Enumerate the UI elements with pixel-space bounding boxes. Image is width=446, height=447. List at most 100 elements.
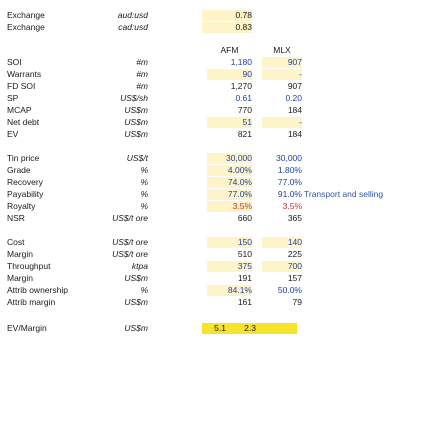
afm-value[interactable]: 4.00% bbox=[207, 165, 252, 176]
mlx-value[interactable]: 365 bbox=[287, 213, 302, 223]
afm-value[interactable]: 5.1 bbox=[214, 323, 226, 333]
mlx-value[interactable]: 700 bbox=[262, 261, 302, 272]
afm-value[interactable]: 660 bbox=[237, 213, 252, 223]
table-row[interactable]: Net debt US$m 51 - bbox=[0, 117, 446, 128]
afm-value[interactable]: 1,180 bbox=[230, 57, 252, 67]
mlx-value[interactable]: 157 bbox=[287, 273, 302, 283]
table-row[interactable]: Attrib margin US$m 161 79 bbox=[0, 297, 446, 308]
afm-value[interactable]: 3.5% bbox=[207, 201, 252, 212]
table-row[interactable]: SP US$/sh 0.61 0.20 bbox=[0, 93, 446, 104]
mlx-value[interactable]: 225 bbox=[287, 249, 302, 259]
row-unit: % bbox=[140, 189, 148, 199]
row-unit: % bbox=[140, 165, 148, 175]
afm-value[interactable]: 150 bbox=[207, 237, 252, 248]
row-label: MCAP bbox=[7, 105, 32, 115]
row-label: Tin price bbox=[7, 153, 40, 163]
table-row[interactable]: Throughput ktpa 375 700 bbox=[0, 261, 446, 272]
table-row[interactable]: MCAP US$m 770 184 bbox=[0, 105, 446, 116]
table-row[interactable]: Recovery % 74.0% 77.0% bbox=[0, 177, 446, 188]
mlx-value[interactable]: 184 bbox=[287, 105, 302, 115]
row-label: Exchange bbox=[7, 10, 45, 20]
row-unit: cad:usd bbox=[118, 22, 148, 32]
mlx-value[interactable]: 2.3 bbox=[244, 323, 256, 333]
row-label: Exchange bbox=[7, 22, 45, 32]
row-label: Attrib ownership bbox=[7, 285, 68, 295]
mlx-value[interactable]: 91.0% bbox=[277, 189, 302, 199]
row-unit: #m bbox=[136, 57, 148, 67]
row-label: Net debt bbox=[7, 117, 40, 127]
row-label: Margin bbox=[7, 249, 33, 259]
row-unit: ktpa bbox=[131, 261, 148, 271]
mlx-value[interactable]: 907 bbox=[262, 57, 302, 68]
afm-value[interactable]: 375 bbox=[207, 261, 252, 272]
table-row[interactable]: Cost US$/t ore 150 140 bbox=[0, 237, 446, 248]
ev-margin-highlight bbox=[202, 323, 297, 334]
table-row[interactable]: Margin US$/t ore 510 225 bbox=[0, 249, 446, 260]
ev-margin-row[interactable]: EV/Margin US$m 5.1 2.3 bbox=[0, 323, 446, 334]
table-row[interactable]: Royalty % 3.5% 3.5% bbox=[0, 201, 446, 212]
row-label: SOI bbox=[7, 57, 22, 67]
row-label: EV bbox=[7, 129, 19, 139]
row-unit: US$/t ore bbox=[112, 249, 148, 259]
table-row[interactable]: Payability % 77.0% 91.0% Transport and s… bbox=[0, 189, 446, 200]
row-unit: % bbox=[140, 285, 148, 295]
mlx-value[interactable]: 0.20 bbox=[285, 93, 302, 103]
afm-value[interactable]: 0.61 bbox=[235, 93, 252, 103]
afm-value[interactable]: 30,000 bbox=[207, 153, 252, 164]
row-unit: % bbox=[140, 201, 148, 211]
row-unit: US$m bbox=[124, 105, 148, 115]
payability-note: Transport and selling bbox=[304, 189, 384, 199]
afm-value[interactable]: 84.1% bbox=[207, 285, 252, 296]
afm-value[interactable]: 90 bbox=[207, 69, 252, 80]
mlx-value[interactable]: 30,000 bbox=[276, 153, 302, 163]
table-row[interactable]: Grade % 4.00% 1.80% bbox=[0, 165, 446, 176]
mlx-value[interactable]: - bbox=[262, 69, 302, 80]
header-afm: AFM bbox=[220, 45, 239, 55]
afm-value[interactable]: 1,270 bbox=[230, 81, 252, 91]
row-unit: US$/t bbox=[126, 153, 148, 163]
table-row[interactable]: Attrib ownership % 84.1% 50.0% bbox=[0, 285, 446, 296]
row-label: Royalty bbox=[7, 201, 36, 211]
mlx-value[interactable]: 140 bbox=[262, 237, 302, 248]
row-label: EV/Margin bbox=[7, 323, 47, 333]
afm-value[interactable]: 770 bbox=[237, 105, 252, 115]
row-label: NSR bbox=[7, 213, 25, 223]
row-label: Throughput bbox=[7, 261, 51, 271]
row-label: Attrib margin bbox=[7, 297, 56, 307]
fx-value[interactable]: 0.83 bbox=[202, 22, 252, 33]
row-unit: US$m bbox=[124, 273, 148, 283]
mlx-value[interactable]: 3.5% bbox=[282, 201, 302, 211]
row-unit: US$m bbox=[124, 117, 148, 127]
afm-value[interactable]: 161 bbox=[237, 297, 252, 307]
mlx-value[interactable]: 50.0% bbox=[277, 285, 302, 295]
mlx-value[interactable]: 79 bbox=[292, 297, 302, 307]
row-unit: US$m bbox=[124, 323, 148, 333]
afm-value[interactable]: 74.0% bbox=[207, 177, 252, 188]
row-unit: aud:usd bbox=[117, 10, 148, 20]
table-row[interactable]: Tin price US$/t 30,000 30,000 bbox=[0, 153, 446, 164]
row-unit: US$m bbox=[124, 129, 148, 139]
mlx-value[interactable]: 1.80% bbox=[277, 165, 302, 175]
row-label: Grade bbox=[7, 165, 31, 175]
table-row[interactable]: EV US$m 821 184 bbox=[0, 129, 446, 140]
mlx-value[interactable]: - bbox=[262, 117, 302, 128]
mlx-value[interactable]: 907 bbox=[287, 81, 302, 91]
afm-value[interactable]: 77.0% bbox=[207, 189, 252, 200]
mlx-value[interactable]: 77.0% bbox=[277, 177, 302, 187]
afm-value[interactable]: 51 bbox=[207, 117, 252, 128]
afm-value[interactable]: 821 bbox=[237, 129, 252, 139]
afm-value[interactable]: 191 bbox=[237, 273, 252, 283]
fx-row[interactable]: Exchange cad:usd 0.83 bbox=[0, 22, 446, 33]
table-row[interactable]: SOI #m 1,180 907 bbox=[0, 57, 446, 68]
row-label: FD SOI bbox=[7, 81, 36, 91]
row-label: Payability bbox=[7, 189, 44, 199]
fx-value[interactable]: 0.78 bbox=[202, 10, 252, 21]
table-row[interactable]: Margin US$m 191 157 bbox=[0, 273, 446, 284]
fx-row[interactable]: Exchange aud:usd 0.78 bbox=[0, 10, 446, 21]
table-row[interactable]: NSR US$/t ore 660 365 bbox=[0, 213, 446, 224]
table-row[interactable]: FD SOI #m 1,270 907 bbox=[0, 81, 446, 92]
afm-value[interactable]: 510 bbox=[237, 249, 252, 259]
mlx-value[interactable]: 184 bbox=[287, 129, 302, 139]
row-unit: US$m bbox=[124, 297, 148, 307]
table-row[interactable]: Warrants #m 90 - bbox=[0, 69, 446, 80]
